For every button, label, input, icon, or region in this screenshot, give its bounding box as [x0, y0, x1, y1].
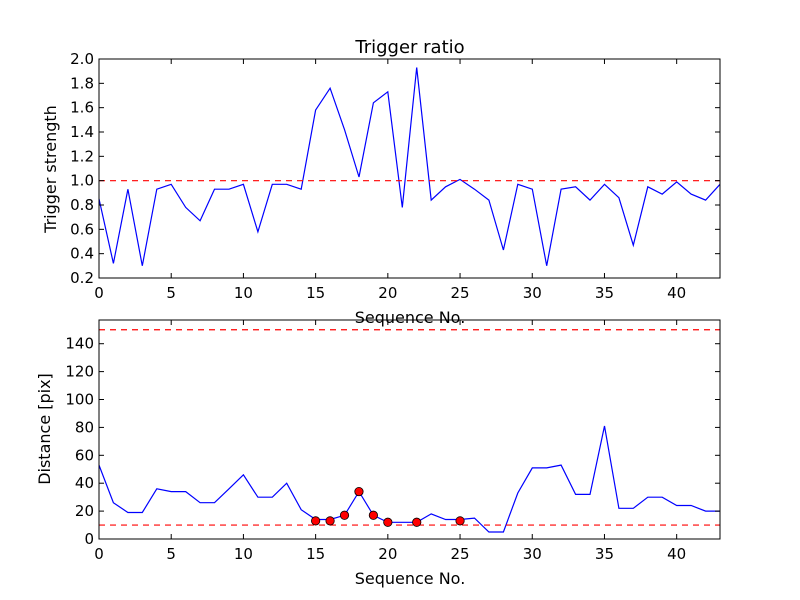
top-chart-y-tick-label: 1.4 — [70, 123, 94, 141]
bottom-chart-y-tick-label: 40 — [75, 474, 94, 492]
top-chart-y-tick-label: 0.4 — [70, 245, 94, 263]
bottom-chart-series-line — [98, 425, 720, 533]
bottom-chart-x-tick-label: 25 — [450, 545, 469, 563]
bottom-chart-y-tick-label: 20 — [75, 502, 94, 520]
bottom-chart-marker-point — [325, 516, 335, 526]
bottom-chart-marker-point — [412, 517, 422, 527]
bottom-chart-x-tick-label: 15 — [306, 545, 325, 563]
bottom-chart-y-tick-label: 140 — [65, 335, 94, 353]
top-chart-y-tick-label: 1.2 — [70, 147, 94, 165]
bottom-chart-y-tick-label: 120 — [65, 363, 94, 381]
bottom-chart-y-tick-label: 0 — [84, 530, 94, 548]
top-chart-y-tick-label: 0.8 — [70, 196, 94, 214]
top-chart-x-tick-label: 35 — [595, 284, 614, 302]
top-chart-x-tick-label: 30 — [523, 284, 542, 302]
bottom-chart-y-tick-label: 60 — [75, 446, 94, 464]
top-chart-x-tick-label: 20 — [378, 284, 397, 302]
top-chart-y-tick-label: 0.6 — [70, 220, 94, 238]
bottom-chart-x-tick-label: 20 — [378, 545, 397, 563]
top-chart-y-tick-label: 1.0 — [70, 172, 94, 190]
top-chart-x-tick-label: 15 — [306, 284, 325, 302]
bottom-chart-y-tick-label: 80 — [75, 418, 94, 436]
bottom-chart-marker-point — [455, 516, 465, 526]
top-chart-x-tick-label: 5 — [166, 284, 176, 302]
bottom-chart-marker-point — [383, 517, 393, 527]
bottom-chart-x-tick-label: 10 — [234, 545, 253, 563]
top-chart-series-line — [98, 67, 721, 266]
top-chart-trigger-ratio: Trigger ratio Sequence No. Trigger stren… — [41, 37, 721, 327]
bottom-chart-x-tick-label: 30 — [523, 545, 542, 563]
top-chart-y-tick-label: 1.8 — [70, 74, 94, 92]
bottom-chart-x-tick-label: 5 — [166, 545, 176, 563]
bottom-chart-axes-frame — [98, 319, 721, 540]
top-chart-x-tick-label: 40 — [667, 284, 686, 302]
bottom-chart-x-tick-label: 0 — [94, 545, 104, 563]
bottom-chart-ylabel: Distance [pix] — [35, 373, 54, 485]
top-chart-title: Trigger ratio — [354, 37, 464, 58]
bottom-chart-marker-point — [311, 516, 321, 526]
top-chart-ylabel: Trigger strength — [41, 105, 60, 234]
top-chart-x-tick-label: 0 — [94, 284, 104, 302]
top-chart-x-tick-label: 25 — [450, 284, 469, 302]
top-chart-y-tick-label: 0.2 — [70, 269, 94, 287]
bottom-chart-x-tick-label: 35 — [595, 545, 614, 563]
top-chart-y-tick-label: 1.6 — [70, 99, 94, 117]
top-chart-axes-frame — [98, 58, 721, 279]
bottom-chart-distance: Sequence No. Distance [pix] 0 5 10 15 20 25 30… — [35, 319, 721, 588]
top-chart-x-tick-label: 10 — [234, 284, 253, 302]
bottom-chart-marker-point — [368, 510, 378, 520]
bottom-chart-xlabel: Sequence No. — [355, 569, 466, 588]
top-chart-xlabel: Sequence No. — [355, 308, 466, 327]
bottom-chart-y-tick-label: 100 — [65, 391, 94, 409]
top-chart-y-tick-label: 2.0 — [70, 50, 94, 68]
bottom-chart-x-tick-label: 40 — [667, 545, 686, 563]
bottom-chart-marker-point — [339, 510, 350, 520]
bottom-chart-marker-point — [354, 486, 364, 497]
